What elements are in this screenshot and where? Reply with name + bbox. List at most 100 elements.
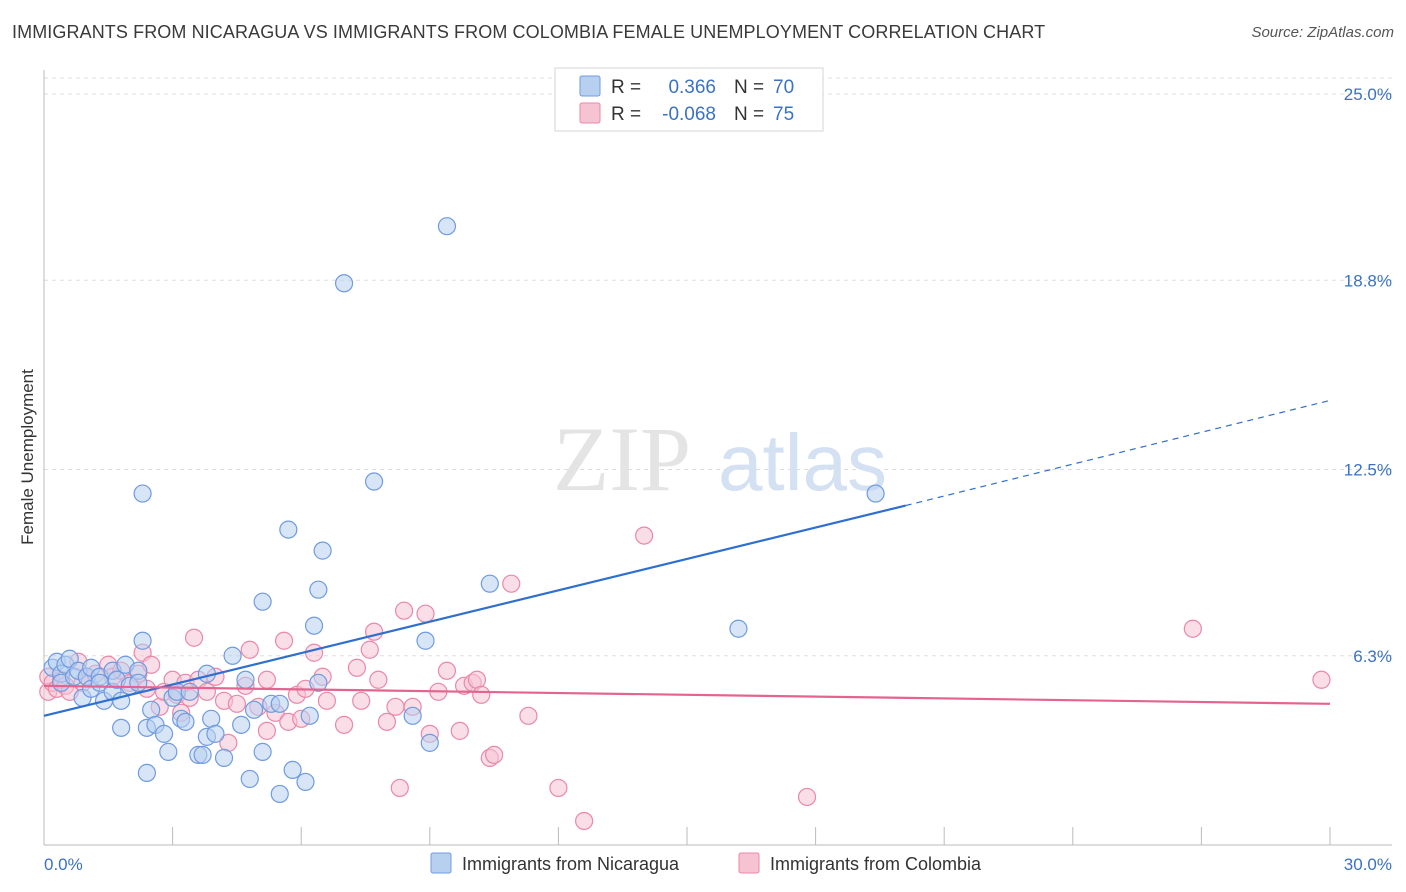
nicaragua-point (313, 541, 332, 560)
nicaragua-point (223, 646, 242, 665)
nicaragua-point (154, 724, 174, 743)
colombia-point (1312, 670, 1331, 689)
colombia-point (347, 658, 367, 677)
legend-n-value-nicaragua: 70 (773, 77, 794, 98)
legend-n-label-nicaragua: N = (734, 77, 764, 98)
legend-r-label-colombia: R = (611, 104, 641, 125)
colombia-point (257, 721, 277, 740)
nicaragua-point (300, 706, 319, 725)
y-tick-labels: 6.3% 12.5% 18.8% 25.0% (1344, 85, 1392, 666)
colombia-point (635, 526, 654, 545)
series-nicaragua-points (43, 217, 885, 804)
nicaragua-point (206, 724, 225, 743)
nicaragua-point (866, 484, 885, 503)
colombia-point (485, 745, 504, 764)
series-legend: Immigrants from Nicaragua Immigrants fro… (430, 852, 982, 874)
colombia-point (386, 697, 405, 716)
nicaragua-point (193, 745, 212, 764)
nicaragua-point (420, 733, 439, 752)
series-colombia-points (39, 526, 1331, 831)
nicaragua-point (137, 763, 156, 783)
legend-swatch-nicaragua (579, 75, 601, 97)
colombia-point (450, 721, 469, 740)
colombia-point (227, 694, 246, 713)
nicaragua-point (309, 673, 328, 692)
nicaragua-point (480, 574, 499, 593)
colombia-point (575, 811, 594, 831)
colombia-point (304, 643, 324, 662)
trend-line-nicaragua-extension (905, 399, 1331, 507)
colombia-point (416, 604, 435, 623)
colombia-point (257, 670, 277, 689)
nicaragua-point (133, 484, 152, 503)
y-tick-label: 12.5% (1344, 461, 1392, 480)
nicaragua-point (437, 217, 457, 236)
colombia-point (360, 640, 379, 659)
colombia-point (1183, 619, 1202, 638)
y-tick-label: 6.3% (1353, 647, 1392, 666)
bottom-legend-swatch-nicaragua (430, 852, 452, 874)
colombia-point (377, 712, 397, 731)
nicaragua-point (729, 619, 748, 638)
colombia-point (549, 778, 568, 798)
colombia-point (240, 640, 259, 659)
colombia-point (369, 670, 388, 689)
grid-lines (44, 77, 1392, 657)
colombia-point (352, 691, 371, 710)
colombia-point (334, 715, 354, 734)
x-tick-marks (43, 827, 1331, 845)
nicaragua-point (296, 772, 315, 792)
bottom-legend-label-colombia: Immigrants from Colombia (770, 854, 982, 874)
bottom-legend-label-nicaragua: Immigrants from Nicaragua (462, 854, 680, 874)
nicaragua-point (270, 694, 289, 713)
y-tick-label: 18.8% (1344, 271, 1392, 290)
y-axis-label: Female Unemployment (18, 369, 37, 545)
watermark-zip: ZIP (553, 408, 691, 510)
nicaragua-point (364, 472, 384, 491)
colombia-point (274, 631, 294, 650)
nicaragua-point (202, 709, 221, 728)
colombia-point (437, 661, 457, 680)
colombia-point (467, 670, 487, 689)
y-tick-label: 25.0% (1344, 85, 1392, 104)
chart-title: IMMIGRANTS FROM NICARAGUA VS IMMIGRANTS … (12, 22, 1046, 42)
nicaragua-point (133, 631, 152, 650)
nicaragua-point (142, 700, 161, 719)
nicaragua-point (416, 631, 435, 650)
x-tick-label-min: 0.0% (44, 855, 83, 874)
watermark-atlas: atlas (718, 418, 887, 507)
colombia-point (502, 574, 521, 593)
legend-r-label-nicaragua: R = (611, 77, 641, 98)
nicaragua-point (159, 742, 178, 761)
colombia-point (184, 628, 204, 647)
nicaragua-point (304, 616, 324, 635)
colombia-point (317, 691, 337, 710)
colombia-point (390, 778, 409, 798)
nicaragua-point (244, 700, 264, 719)
bottom-legend-swatch-colombia (738, 852, 760, 874)
nicaragua-point (180, 682, 199, 701)
nicaragua-point (253, 742, 272, 761)
nicaragua-point (236, 670, 255, 689)
nicaragua-point (232, 715, 251, 734)
legend-swatch-colombia (579, 102, 601, 124)
colombia-point (394, 601, 414, 620)
legend-n-label-colombia: N = (734, 104, 764, 125)
nicaragua-point (129, 673, 148, 692)
nicaragua-point (270, 784, 289, 804)
source-note: Source: ZipAtlas.com (1251, 24, 1394, 41)
nicaragua-point (279, 520, 298, 539)
nicaragua-point (309, 580, 328, 599)
colombia-point (797, 787, 817, 807)
nicaragua-point (240, 769, 259, 789)
nicaragua-point (334, 274, 354, 293)
legend-r-value-nicaragua: 0.366 (668, 77, 716, 98)
nicaragua-point (403, 706, 422, 725)
nicaragua-point (214, 748, 234, 767)
legend-r-value-colombia: -0.068 (662, 104, 716, 125)
nicaragua-point (283, 760, 302, 780)
colombia-point (197, 682, 216, 701)
nicaragua-point (176, 712, 195, 731)
trend-line-nicaragua (43, 504, 906, 717)
